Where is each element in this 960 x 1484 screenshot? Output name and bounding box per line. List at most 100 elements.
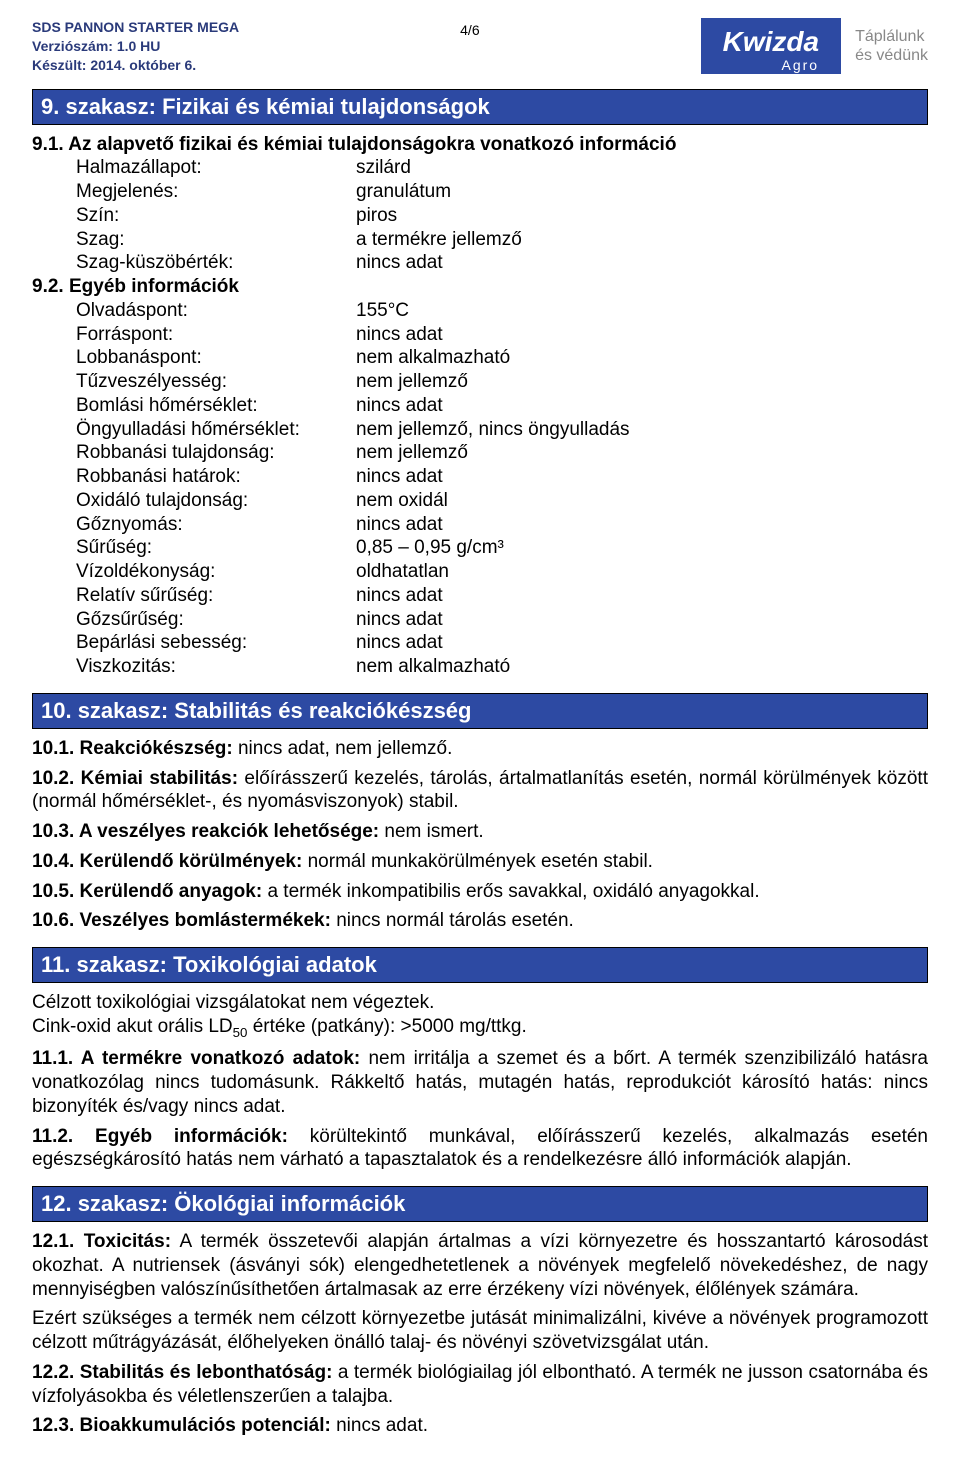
property-value: nincs adat (356, 251, 928, 275)
section-11-p2: Cink-oxid akut orális LD50 értéke (patká… (32, 1015, 928, 1041)
section-10-6: 10.6. Veszélyes bomlástermékek: nincs no… (32, 909, 928, 933)
property-row: Bomlási hőmérséklet:nincs adat (32, 394, 928, 418)
section-12-p2: Ezért szükséges a termék nem célzott kör… (32, 1307, 928, 1355)
section-10-3: 10.3. A veszélyes reakciók lehetősége: n… (32, 820, 928, 844)
brand-logo: Kwizda Agro (701, 18, 841, 74)
section-10-4: 10.4. Kerülendő körülmények: normál munk… (32, 850, 928, 874)
property-row: Szín:piros (32, 204, 928, 228)
section-12-2: 12.2. Stabilitás és lebonthatóság: a ter… (32, 1361, 928, 1409)
property-row: Tűzveszélyesség:nem jellemző (32, 370, 928, 394)
property-row: Öngyulladási hőmérséklet:nem jellemző, n… (32, 418, 928, 442)
p2-sub: 50 (233, 1025, 248, 1040)
section-9-1-list: Halmazállapot:szilárdMegjelenés:granulát… (32, 156, 928, 275)
document-header: SDS PANNON STARTER MEGA Verziószám: 1.0 … (32, 18, 928, 75)
property-row: Viszkozitás:nem alkalmazható (32, 655, 928, 679)
property-key: Tűzveszélyesség: (76, 370, 356, 394)
property-row: Megjelenés:granulátum (32, 180, 928, 204)
p-rest: a termék inkompatibilis erős savakkal, o… (262, 881, 759, 902)
brand-slogan: Táplálunk és védünk (855, 27, 928, 65)
property-value: a termékre jellemző (356, 228, 928, 252)
section-12-heading: 12. szakasz: Ökológiai információk (32, 1186, 928, 1222)
p-lead: 11.1. A termékre vonatkozó adatok: (32, 1048, 360, 1069)
property-value: 0,85 – 0,95 g/cm³ (356, 536, 928, 560)
p-lead: 12.2. Stabilitás és lebonthatóság: (32, 1362, 332, 1383)
property-key: Sűrűség: (76, 536, 356, 560)
property-key: Bepárlási sebesség: (76, 631, 356, 655)
p-lead: 10.6. Veszélyes bomlástermékek: (32, 910, 331, 931)
property-value: piros (356, 204, 928, 228)
section-11-body: Célzott toxikológiai vizsgálatokat nem v… (32, 991, 928, 1172)
property-value: nincs adat (356, 631, 928, 655)
property-key: Szag: (76, 228, 356, 252)
section-9-heading: 9. szakasz: Fizikai és kémiai tulajdonsá… (32, 89, 928, 125)
p-lead: 12.1. Toxicitás: (32, 1231, 171, 1252)
property-key: Öngyulladási hőmérséklet: (76, 418, 356, 442)
section-12-3: 12.3. Bioakkumulációs potenciál: nincs a… (32, 1414, 928, 1438)
property-row: Robbanási tulajdonság:nem jellemző (32, 441, 928, 465)
doc-version: Verziószám: 1.0 HU (32, 37, 239, 56)
property-key: Gőzsűrűség: (76, 608, 356, 632)
section-10-heading: 10. szakasz: Stabilitás és reakciókészsé… (32, 693, 928, 729)
property-key: Olvadáspont: (76, 299, 356, 323)
property-key: Megjelenés: (76, 180, 356, 204)
p-lead: 10.3. A veszélyes reakciók lehetősége: (32, 821, 379, 842)
property-value: nem alkalmazható (356, 346, 928, 370)
p-lead: 11.2. Egyéb információk: (32, 1126, 288, 1147)
property-row: Sűrűség:0,85 – 0,95 g/cm³ (32, 536, 928, 560)
property-row: Gőznyomás:nincs adat (32, 513, 928, 537)
property-value: nincs adat (356, 323, 928, 347)
property-row: Bepárlási sebesség:nincs adat (32, 631, 928, 655)
property-key: Oxidáló tulajdonság: (76, 489, 356, 513)
property-value: 155°C (356, 299, 928, 323)
slogan-line-1: Táplálunk (855, 27, 928, 46)
p-lead: 10.5. Kerülendő anyagok: (32, 881, 262, 902)
slogan-line-2: és védünk (855, 46, 928, 65)
section-9-body: 9.1. Az alapvető fizikai és kémiai tulaj… (32, 133, 928, 679)
p2-pre: Cink-oxid akut orális LD (32, 1016, 233, 1037)
doc-date: Készült: 2014. október 6. (32, 56, 239, 75)
property-key: Halmazállapot: (76, 156, 356, 180)
property-row: Oxidáló tulajdonság:nem oxidál (32, 489, 928, 513)
property-key: Forráspont: (76, 323, 356, 347)
section-11-heading: 11. szakasz: Toxikológiai adatok (32, 947, 928, 983)
p-lead: 12.3. Bioakkumulációs potenciál: (32, 1415, 331, 1436)
p-lead: 10.4. Kerülendő körülmények: (32, 851, 302, 872)
property-row: Olvadáspont:155°C (32, 299, 928, 323)
property-key: Robbanási tulajdonság: (76, 441, 356, 465)
section-9-1-sub: 9.1. Az alapvető fizikai és kémiai tulaj… (32, 133, 928, 157)
property-value: nincs adat (356, 513, 928, 537)
brand-sub: Agro (723, 58, 819, 72)
section-12-body: 12.1. Toxicitás: A termék összetevői ala… (32, 1230, 928, 1438)
p2-post: értéke (patkány): >5000 mg/ttkg. (247, 1016, 526, 1037)
section-10-5: 10.5. Kerülendő anyagok: a termék inkomp… (32, 880, 928, 904)
property-key: Relatív sűrűség: (76, 584, 356, 608)
section-12-1: 12.1. Toxicitás: A termék összetevői ala… (32, 1230, 928, 1301)
header-left: SDS PANNON STARTER MEGA Verziószám: 1.0 … (32, 18, 239, 75)
property-value: oldhatatlan (356, 560, 928, 584)
property-row: Szag-küszöbérték:nincs adat (32, 251, 928, 275)
property-key: Szín: (76, 204, 356, 228)
property-key: Szag-küszöbérték: (76, 251, 356, 275)
property-row: Lobbanáspont:nem alkalmazható (32, 346, 928, 370)
property-row: Relatív sűrűség:nincs adat (32, 584, 928, 608)
p-rest: normál munkakörülmények esetén stabil. (302, 851, 653, 872)
property-value: nem jellemző, nincs öngyulladás (356, 418, 928, 442)
property-value: szilárd (356, 156, 928, 180)
property-key: Robbanási határok: (76, 465, 356, 489)
property-row: Halmazállapot:szilárd (32, 156, 928, 180)
section-11-p1: Célzott toxikológiai vizsgálatokat nem v… (32, 991, 928, 1015)
property-key: Gőznyomás: (76, 513, 356, 537)
property-value: nincs adat (356, 465, 928, 489)
property-key: Viszkozitás: (76, 655, 356, 679)
p-lead: 10.1. Reakciókészség: (32, 738, 233, 759)
property-value: nem jellemző (356, 370, 928, 394)
property-value: nincs adat (356, 394, 928, 418)
property-value: granulátum (356, 180, 928, 204)
property-row: Robbanási határok:nincs adat (32, 465, 928, 489)
section-10-2: 10.2. Kémiai stabilitás: előírásszerű ke… (32, 767, 928, 815)
p-rest: nem ismert. (379, 821, 484, 842)
property-row: Vízoldékonyság:oldhatatlan (32, 560, 928, 584)
property-value: nincs adat (356, 584, 928, 608)
header-right: Kwizda Agro Táplálunk és védünk (701, 18, 928, 74)
property-key: Lobbanáspont: (76, 346, 356, 370)
